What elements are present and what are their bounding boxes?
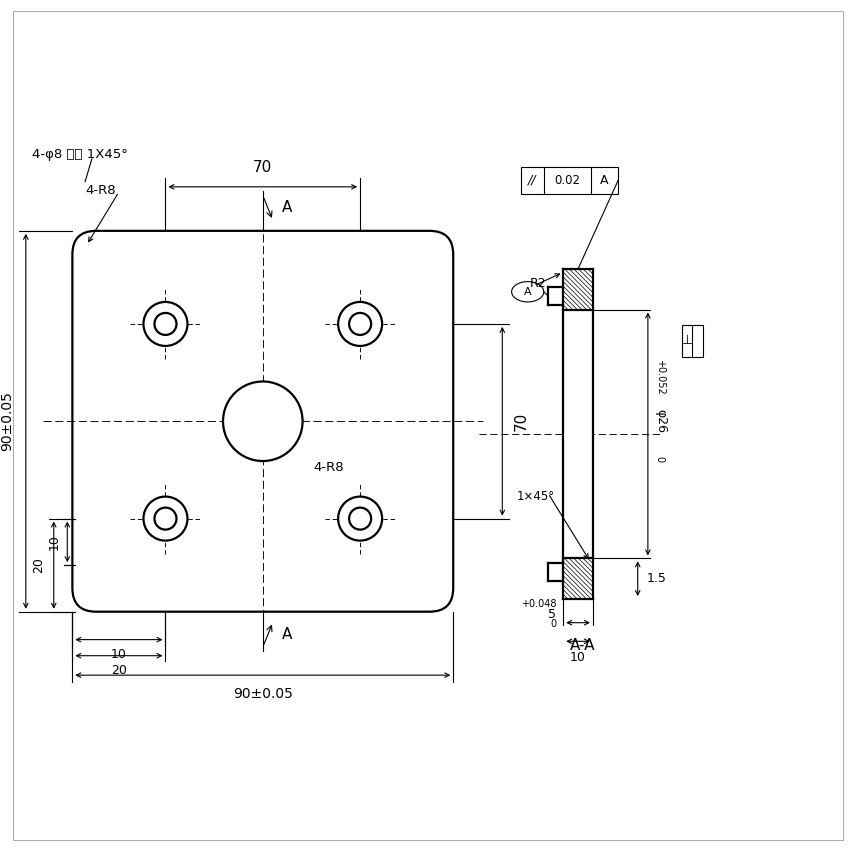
Text: 20: 20 (32, 557, 45, 573)
Text: 90±0.05: 90±0.05 (0, 391, 14, 451)
Text: 4-R8: 4-R8 (85, 184, 116, 197)
Circle shape (223, 381, 303, 461)
Text: 70: 70 (513, 412, 528, 431)
Text: 4-φ8 通孔 1X45°: 4-φ8 通孔 1X45° (31, 148, 128, 161)
Circle shape (144, 302, 187, 346)
Text: 0.02: 0.02 (555, 174, 580, 186)
Text: A: A (282, 201, 292, 215)
Circle shape (155, 313, 176, 335)
Text: 1×45°: 1×45° (517, 490, 555, 503)
Text: 0: 0 (551, 619, 557, 629)
Text: A: A (601, 174, 608, 186)
Text: 4-R8: 4-R8 (313, 461, 344, 474)
Bar (682, 325, 703, 357)
Text: ⊥: ⊥ (682, 334, 693, 347)
Circle shape (155, 507, 176, 529)
Text: 90±0.05: 90±0.05 (233, 687, 293, 701)
Text: A-A: A-A (569, 638, 595, 653)
Bar (563, 310, 593, 558)
Text: +0.052: +0.052 (654, 358, 665, 394)
Bar (563, 558, 593, 599)
Text: A: A (282, 627, 292, 642)
Bar (563, 269, 593, 310)
Bar (521, 167, 619, 194)
Text: 10: 10 (48, 534, 60, 550)
Text: A: A (524, 287, 532, 297)
Text: 10: 10 (111, 648, 127, 661)
Text: 0: 0 (654, 456, 665, 462)
Text: 1.5: 1.5 (646, 572, 666, 585)
Text: //: // (528, 174, 537, 186)
Circle shape (338, 302, 382, 346)
Circle shape (338, 497, 382, 540)
Text: φ26: φ26 (654, 409, 668, 433)
Circle shape (349, 313, 371, 335)
Text: 70: 70 (253, 160, 272, 175)
Text: R2: R2 (529, 277, 546, 290)
Text: 10: 10 (570, 652, 586, 665)
Text: 5: 5 (549, 608, 557, 620)
Circle shape (144, 497, 187, 540)
Text: 20: 20 (111, 664, 127, 677)
Text: +0.048: +0.048 (521, 599, 557, 609)
Circle shape (349, 507, 371, 529)
